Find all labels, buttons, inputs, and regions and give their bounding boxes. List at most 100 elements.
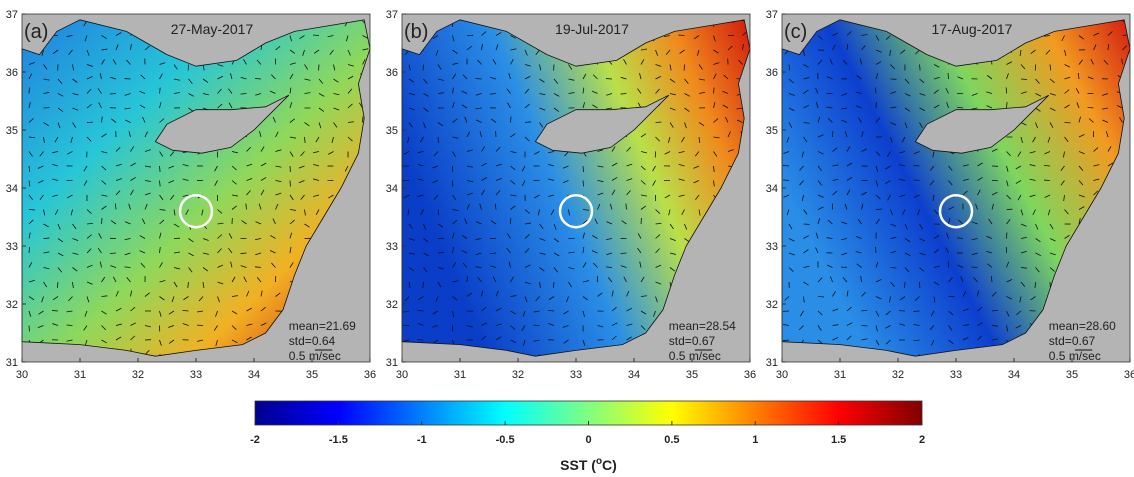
- arrow: [508, 261, 511, 268]
- arrow: [904, 107, 911, 112]
- arrow: [1015, 180, 1022, 184]
- arrow: [547, 309, 555, 312]
- arrow: [408, 267, 415, 272]
- arrow: [915, 49, 920, 55]
- arrow: [946, 102, 949, 109]
- arrow: [495, 32, 502, 36]
- arrow: [260, 322, 267, 326]
- arrow: [855, 105, 862, 109]
- arrow: [298, 165, 305, 169]
- arrow: [437, 92, 444, 94]
- arrow: [1093, 190, 1099, 196]
- arrow: [919, 252, 926, 256]
- arrow: [139, 104, 146, 109]
- cyprus: [154, 94, 290, 154]
- arrow: [640, 48, 647, 51]
- arrow: [130, 44, 132, 51]
- arrow: [159, 165, 161, 173]
- arrow: [313, 151, 320, 154]
- arrow: [159, 151, 164, 157]
- arrow: [28, 219, 34, 225]
- arrow: [1078, 116, 1081, 123]
- arrow: [169, 151, 175, 157]
- arrow: [582, 296, 589, 301]
- cyprus: [534, 94, 670, 154]
- arrow: [1019, 49, 1022, 56]
- arrow: [333, 107, 340, 111]
- arrow: [304, 136, 306, 144]
- arrow: [669, 78, 676, 83]
- arrow: [655, 49, 659, 56]
- arrow: [271, 74, 276, 80]
- arrow: [159, 232, 162, 239]
- arrow: [461, 235, 468, 239]
- arrow: [626, 323, 633, 326]
- arrow: [481, 335, 487, 341]
- arrow: [304, 223, 310, 228]
- arrow: [38, 310, 44, 315]
- arrow: [231, 295, 238, 297]
- arrow: [110, 265, 117, 268]
- arrow: [861, 291, 866, 297]
- arrow: [215, 339, 218, 346]
- arrow: [1049, 64, 1052, 71]
- arrow: [861, 325, 868, 327]
- arrow: [856, 75, 862, 80]
- arrow: [801, 151, 804, 158]
- arrow: [1116, 105, 1123, 109]
- arrow: [1102, 93, 1109, 96]
- arrow: [202, 93, 209, 96]
- arrow: [977, 176, 983, 181]
- arrow: [423, 122, 426, 129]
- arrow: [640, 180, 646, 185]
- arrow: [1077, 72, 1080, 80]
- arrow: [817, 134, 824, 138]
- arrow: [684, 93, 690, 97]
- arrow: [362, 48, 369, 51]
- arrow: [289, 232, 292, 239]
- arrow: [1045, 49, 1051, 55]
- arrow: [534, 194, 540, 199]
- arrow: [228, 233, 233, 239]
- arrow: [788, 93, 795, 96]
- x-tick-label: 36: [364, 369, 376, 381]
- arrow: [548, 296, 555, 301]
- arrow: [417, 309, 424, 312]
- arrow: [28, 296, 35, 301]
- arrow: [86, 209, 92, 214]
- arrow: [466, 165, 473, 168]
- arrow: [231, 310, 238, 315]
- arrow: [57, 238, 64, 243]
- arrow: [591, 250, 598, 254]
- arrow: [611, 322, 618, 326]
- arrow: [452, 49, 458, 54]
- arrow: [1078, 134, 1085, 138]
- arrow: [452, 296, 458, 301]
- arrow: [890, 236, 897, 239]
- arrow: [140, 262, 146, 268]
- arrow: [782, 164, 790, 167]
- arrow: [68, 296, 73, 302]
- arrow: [817, 339, 823, 345]
- y-tick-label: 31: [386, 357, 398, 369]
- arrow: [783, 151, 790, 155]
- arrow: [98, 102, 102, 109]
- arrow: [217, 209, 223, 214]
- arrow: [803, 122, 810, 124]
- arrow: [1006, 194, 1012, 200]
- arrow: [86, 49, 90, 56]
- arrow: [855, 251, 862, 254]
- arrow: [548, 163, 555, 167]
- arrow: [861, 131, 864, 138]
- arrow: [582, 262, 587, 268]
- arrow: [1006, 73, 1009, 80]
- arrow: [481, 322, 488, 326]
- arrow: [962, 190, 968, 196]
- arrow: [66, 339, 73, 342]
- arrow: [510, 58, 514, 65]
- arrow: [948, 206, 955, 210]
- arrow: [245, 203, 247, 210]
- arrow: [144, 325, 151, 328]
- arrow: [510, 133, 516, 138]
- arrow: [420, 209, 424, 215]
